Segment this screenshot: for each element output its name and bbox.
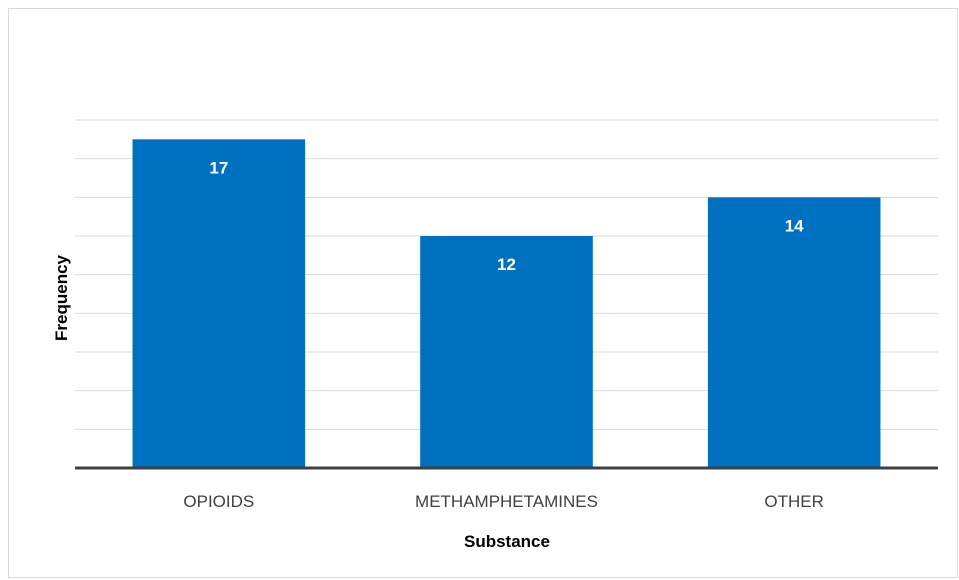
x-tick-label-methamphetamines: METHAMPHETAMINES — [415, 492, 598, 511]
data-labels: 17 12 14 — [209, 158, 804, 274]
data-label-methamphetamines: 12 — [497, 255, 516, 274]
bar-methamphetamines — [420, 236, 593, 468]
x-axis-title: Substance — [464, 532, 550, 551]
x-tick-labels: OPIOIDS METHAMPHETAMINES OTHER — [183, 492, 824, 511]
data-label-other: 14 — [785, 216, 804, 235]
bar-opioids — [132, 139, 306, 469]
bar-other — [707, 197, 881, 469]
data-label-opioids: 17 — [209, 158, 228, 177]
y-axis-title: Frequency — [52, 254, 71, 341]
bars — [132, 139, 881, 469]
x-tick-label-other: OTHER — [764, 492, 824, 511]
x-tick-label-opioids: OPIOIDS — [183, 492, 254, 511]
